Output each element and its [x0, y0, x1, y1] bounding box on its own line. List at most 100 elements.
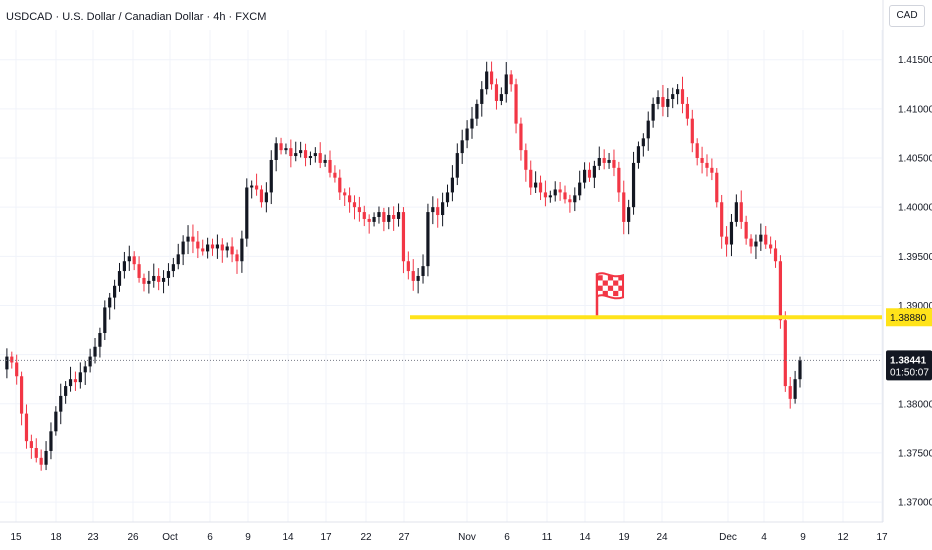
price-tick-label: 1.39000	[898, 301, 932, 312]
price-tick-label: 1.40500	[898, 154, 932, 165]
currency-selector[interactable]: CAD	[889, 5, 925, 27]
candle-body	[695, 143, 699, 159]
candle-body	[382, 212, 386, 222]
candle-body	[578, 182, 582, 196]
candle-body	[206, 244, 210, 252]
candle-body	[597, 158, 601, 166]
candle-body	[582, 169, 587, 183]
time-tick-label: 24	[656, 532, 668, 543]
candle-body	[509, 74, 513, 85]
candle-body	[284, 148, 288, 151]
time-tick-label: 22	[360, 532, 372, 543]
price-tick-label: 1.39500	[898, 252, 932, 263]
checkered-flag-icon	[595, 272, 624, 316]
candle-body	[196, 241, 200, 249]
chart-title: USDCAD · U.S. Dollar / Canadian Dollar ·…	[6, 11, 266, 23]
candle-body	[176, 254, 180, 265]
candle-body	[592, 165, 596, 178]
candle-body	[641, 138, 645, 147]
candle-body	[778, 261, 783, 321]
candle-body	[108, 297, 112, 308]
candle-body	[347, 195, 352, 203]
candle-body	[499, 94, 503, 101]
candle-body	[254, 185, 259, 190]
candle-body	[98, 332, 102, 347]
candle-body	[377, 212, 381, 217]
candle-body	[299, 150, 303, 154]
time-tick-label: 23	[87, 532, 99, 543]
candle-body	[720, 202, 724, 237]
candle-body	[235, 254, 239, 262]
candle-body	[220, 244, 224, 251]
candle-body	[431, 207, 435, 213]
current-price-label: 1.38441	[890, 355, 927, 366]
support-price-label-bg	[886, 308, 932, 327]
candle-body	[460, 140, 464, 154]
time-tick-label: 18	[50, 532, 62, 543]
candle-body	[617, 167, 621, 193]
candle-body	[137, 264, 141, 278]
time-tick-label: Nov	[458, 532, 476, 543]
candle-body	[612, 159, 616, 168]
candle-body	[103, 307, 107, 333]
candle-body	[357, 207, 361, 213]
candle-body	[783, 320, 787, 387]
candle-body	[333, 172, 337, 178]
candle-body	[607, 159, 611, 163]
candle-body	[754, 241, 758, 247]
candle-body	[441, 202, 445, 216]
candle-body	[710, 167, 714, 173]
candle-body	[308, 156, 313, 159]
candle-body	[465, 128, 469, 141]
candle-body	[587, 169, 592, 178]
candle-body	[362, 212, 366, 219]
price-tick-label: 1.41500	[898, 55, 932, 66]
candle-body	[529, 169, 533, 188]
candle-body	[426, 212, 430, 267]
candle-body	[705, 162, 709, 168]
price-axis[interactable]: 1.370001.375001.380001.385001.390001.395…	[886, 55, 932, 509]
candle-body	[15, 362, 19, 377]
candle-body	[39, 457, 43, 465]
candle-body	[769, 244, 773, 249]
candle-body	[489, 71, 494, 85]
candle-body	[93, 346, 97, 357]
candle-body	[524, 150, 528, 170]
candle-body	[538, 182, 543, 193]
candle-body	[210, 244, 215, 249]
candle-body	[73, 379, 78, 383]
candle-body	[788, 386, 792, 399]
candle-body	[671, 94, 675, 100]
time-tick-label: 19	[618, 532, 630, 543]
flag-check	[613, 290, 619, 297]
time-tick-label: 9	[800, 532, 806, 543]
candle-body	[651, 103, 655, 121]
time-tick-label: 26	[127, 532, 139, 543]
candle-body	[455, 153, 459, 178]
time-axis[interactable]: 15 18 23 26 Oct 6 9 14 17 22 27 Nov 6 11 14 19 24 Dec 4 9 12…	[10, 532, 888, 543]
candle-body	[392, 215, 396, 219]
time-tick-label: 6	[504, 532, 510, 543]
candle-body	[739, 202, 743, 222]
candle-body	[191, 236, 195, 242]
candle-body	[519, 123, 523, 151]
candle-body	[166, 271, 171, 278]
candle-body	[269, 159, 273, 193]
candle-body	[798, 360, 802, 380]
candle-body	[724, 236, 729, 245]
flag-check	[618, 285, 624, 291]
price-tick-label: 1.37000	[898, 498, 932, 509]
candle-body	[279, 143, 283, 151]
candle-body	[475, 103, 479, 119]
candle-body	[494, 84, 499, 101]
candle-body	[161, 277, 166, 282]
flag-check	[607, 285, 614, 291]
candle-body	[631, 162, 636, 208]
candle-body	[367, 218, 371, 222]
candle-body	[5, 356, 9, 370]
candle-body	[34, 448, 38, 458]
candle-body	[543, 192, 548, 198]
candle-body	[289, 148, 293, 157]
candle-body	[676, 89, 680, 95]
